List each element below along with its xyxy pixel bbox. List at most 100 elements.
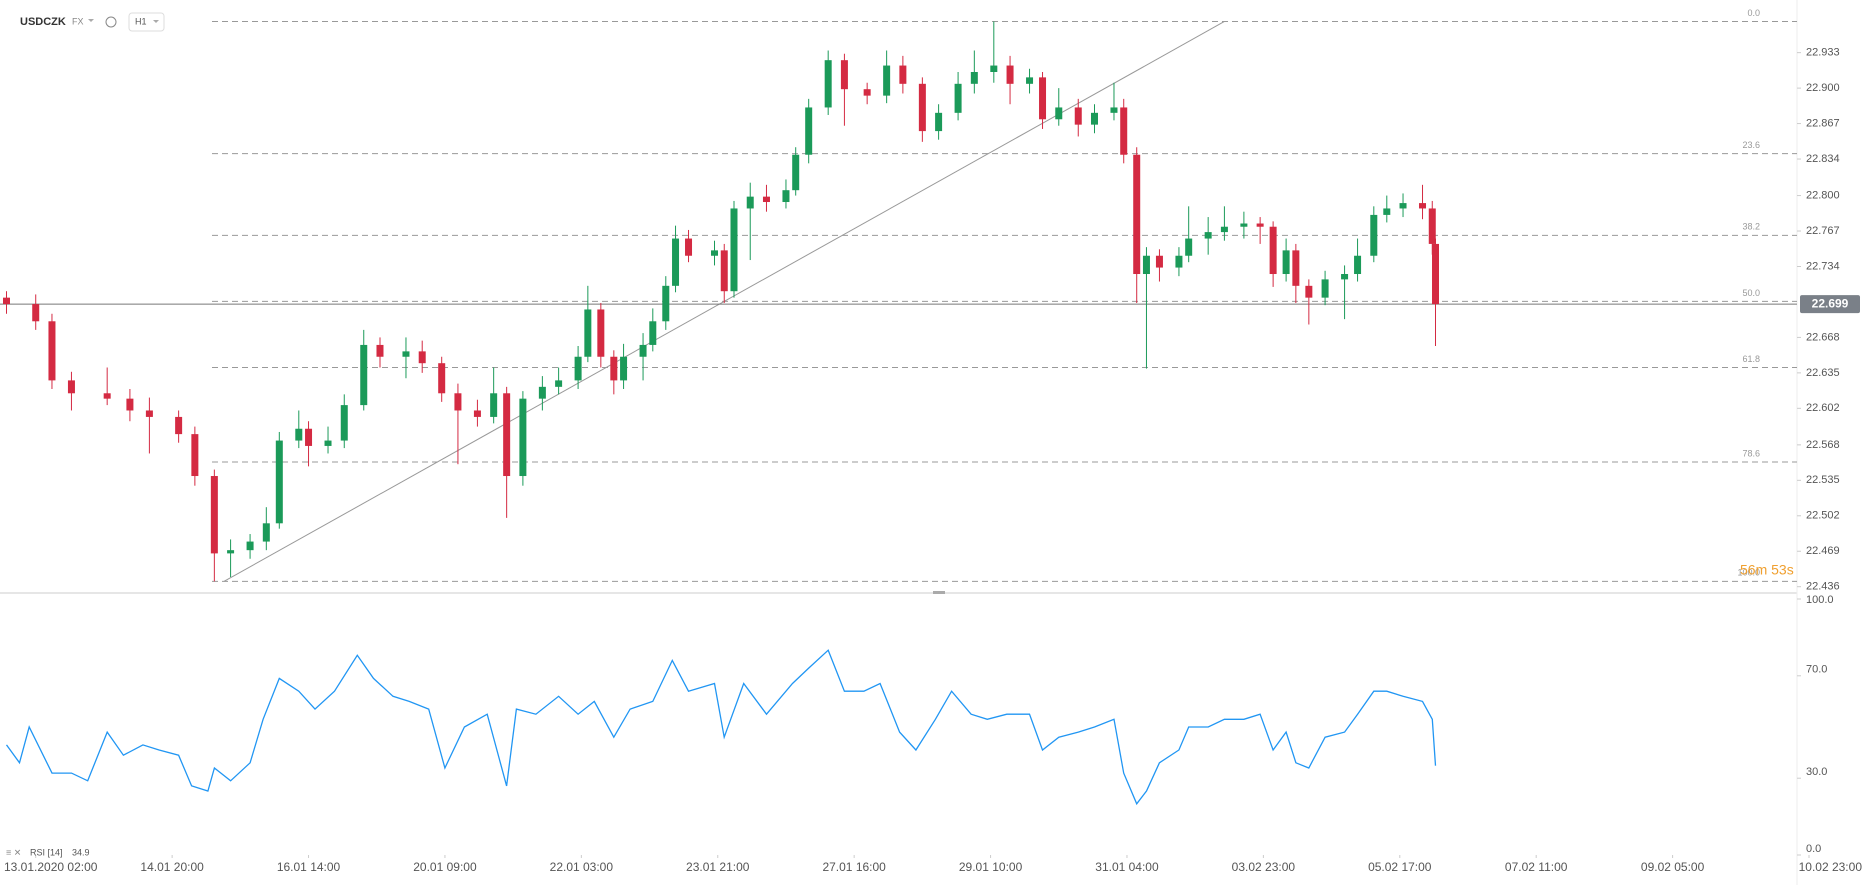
interval-box[interactable] [128,12,165,32]
candle-body [1305,285,1313,298]
symbol[interactable]: USDCZK [20,16,66,28]
candle-body [103,393,111,399]
fib-label: 0.0 [1747,8,1760,18]
y-tick-label: 70.0 [1806,664,1827,676]
candle-body [1090,112,1098,125]
x-tick-label: 22.01 03:00 [550,860,614,874]
y-tick-label: 22.469 [1806,545,1840,557]
candle-body [883,65,891,96]
y-tick-label: 22.635 [1806,367,1840,379]
y-tick-label: 22.502 [1806,510,1840,522]
y-tick-label: 22.900 [1806,82,1840,94]
fib-label: 38.2 [1742,222,1760,232]
candle-body [1204,232,1212,239]
candle-body [805,107,813,155]
candle-body [1055,107,1063,120]
candle-body [672,238,680,286]
candle-body [970,71,978,84]
x-tick-label: 16.01 14:00 [277,860,341,874]
candle-body [490,393,498,417]
candle-body [1354,255,1362,275]
candle-body [210,476,218,554]
candle-body [597,309,605,357]
legend-value: 34.9 [72,847,90,857]
fib-label: 78.6 [1742,448,1760,458]
candle-body [1240,223,1248,227]
candle-body [360,344,368,406]
candle-body [782,190,790,203]
candle-body [1399,203,1407,209]
y-tick-label: 22.436 [1806,581,1840,593]
y-tick-label: 22.602 [1806,402,1840,414]
candle-body [662,285,670,322]
rsi-icon: ≡ ✕ [6,847,21,857]
candle-body [730,208,738,292]
candle-body [1432,243,1440,305]
legend-name: RSI [14] [30,847,63,857]
candle-body [1026,77,1034,84]
last-price-badge [1800,295,1860,314]
y-tick-label: 22.734 [1806,260,1840,272]
candle-body [620,356,628,381]
candle-body [1370,214,1378,256]
candle-body [711,250,719,256]
y-tick-label: 22.834 [1806,153,1840,165]
x-tick-label: 03.02 23:00 [1232,860,1296,874]
candle-body [324,440,332,446]
candle-body [402,351,410,357]
candle-body [262,523,270,542]
dropdown-arrow[interactable] [153,20,159,23]
candle-body [1039,77,1047,120]
candle-body [1269,226,1277,275]
candle-body [1341,274,1349,280]
candle-body [418,351,426,364]
candle-body [191,434,199,477]
candle-body [145,410,153,417]
candle-body [1110,107,1118,113]
candle-body [1175,255,1183,268]
rsi-line [5,649,1437,806]
candle-body [1383,208,1391,215]
candle-body [1120,107,1128,155]
last-price-label: 22.699 [1812,296,1849,310]
candle-body [1220,226,1228,233]
resize-handle[interactable] [933,591,945,594]
interval[interactable]: H1 [135,16,147,26]
candle-body [1321,279,1329,298]
candle-body [746,196,754,209]
candle-body [1074,107,1082,125]
x-tick-label: 20.01 09:00 [413,860,477,874]
candle-body [824,60,832,108]
candle-body [519,398,527,477]
candle-body [1006,65,1014,84]
candle-body [275,440,283,524]
candle-body [1133,154,1141,275]
candle-body [639,344,647,357]
x-tick-label: 31.01 04:00 [1095,860,1159,874]
countdown: 56m 53s [1740,562,1794,578]
fib-label: 100.0 [1737,568,1760,578]
market[interactable]: FX [72,16,84,26]
candle-body [1256,223,1264,227]
candle-body [2,297,10,305]
candle-body [227,550,235,554]
x-tick-label: 27.01 16:00 [822,860,886,874]
y-tick-label: 22.800 [1806,189,1840,201]
candle-body [438,363,446,394]
y-tick-label: 100.0 [1806,594,1834,606]
candle-body [990,65,998,72]
x-tick-label: 14.01 20:00 [140,860,204,874]
x-tick-label: 23.01 21:00 [686,860,750,874]
y-tick-label: 22.933 [1806,47,1840,59]
candle-body [762,196,770,203]
candle-body [792,154,800,191]
fib-label: 61.8 [1742,354,1760,364]
dropdown-arrow[interactable] [88,19,94,22]
candle-body [685,238,693,256]
candle-body [1428,208,1436,244]
info-icon[interactable] [105,16,117,28]
candle-body [503,393,511,477]
candle-body [1419,203,1427,209]
candle-body [720,250,728,292]
candle-body [1155,255,1163,268]
